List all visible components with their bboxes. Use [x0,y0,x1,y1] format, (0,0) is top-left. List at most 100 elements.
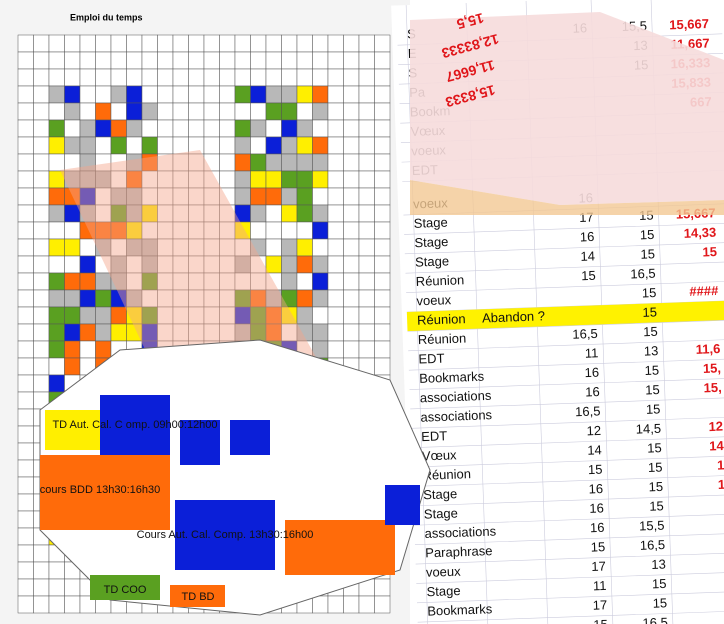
cell [17,289,34,308]
cell [219,170,236,189]
cell [17,595,34,614]
cell [312,238,329,257]
cell [33,187,50,206]
row-label: Stage [423,486,457,502]
cell [374,187,391,206]
cell [358,272,375,291]
cell [64,204,81,223]
cell [79,136,96,155]
cell [374,204,391,223]
cell [281,68,298,87]
cell [48,119,65,138]
cell [172,34,189,53]
cell [157,34,174,53]
cell [33,561,50,580]
cell-value: 15 [645,382,660,397]
row-line [415,552,724,565]
cell [296,102,313,121]
cell [126,68,143,87]
cell [281,221,298,240]
row-label: Bookmarks [419,369,485,386]
cell [343,238,360,257]
cell [358,323,375,342]
cell [374,136,391,155]
cell [358,51,375,70]
cell [327,306,344,325]
cell [374,85,391,104]
cell-value: 15 [647,440,662,455]
cell [17,119,34,138]
row-line [404,222,724,235]
cell [48,561,65,580]
cell [374,340,391,359]
cell [296,51,313,70]
cell [95,272,112,291]
cell-value: 15 [648,479,663,494]
cell [358,102,375,121]
cell [33,238,50,257]
cell [64,289,81,308]
cell [48,595,65,614]
cell [17,425,34,444]
cell [33,595,50,614]
cell [374,306,391,325]
blob-label: TD Aut. Cal. C omp. 09h00:12h00 [52,419,217,431]
cell [17,476,34,495]
cell [48,289,65,308]
cell [79,323,96,342]
cell [95,323,112,342]
blob-label: TD COO [104,584,147,596]
blob-label: cours BDD 13h30:16h30 [40,484,160,496]
cell [17,459,34,478]
cell [358,34,375,53]
cell [17,204,34,223]
cell [79,255,96,274]
highlight [406,300,724,332]
cell [327,272,344,291]
row-line [414,533,724,545]
cell-value: 15 [644,363,659,378]
cell [33,51,50,70]
cell [358,85,375,104]
cell [296,153,313,172]
cell [358,204,375,223]
cell-value: 15 [702,244,717,259]
row-line [412,455,724,468]
cell [265,68,282,87]
cell [343,255,360,274]
row-line [417,610,724,623]
cell [358,221,375,240]
cell [64,136,81,155]
cell [343,136,360,155]
cell [265,119,282,138]
cell-value: 15 [652,595,667,610]
cell [126,136,143,155]
cell [250,119,267,138]
light-beam [60,150,340,400]
cell [265,85,282,104]
blob-orange [170,585,225,607]
cell-value: 15 [642,304,657,319]
cell [250,221,267,240]
cell [64,323,81,342]
cell-value: 13 [651,556,666,571]
cell [219,153,236,172]
cell [281,85,298,104]
cell [33,204,50,223]
cell [33,170,50,189]
cell [281,51,298,70]
blob-orange [40,455,170,530]
cell-value: 14,5 [635,421,661,437]
cell [343,102,360,121]
cell [95,306,112,325]
cell [48,272,65,291]
cell [157,102,174,121]
cell [17,357,34,376]
cell [141,34,158,53]
cell [312,204,329,223]
cell [234,136,251,155]
cell [374,102,391,121]
row-line [413,494,724,507]
cell [312,68,329,87]
cell [203,119,220,138]
